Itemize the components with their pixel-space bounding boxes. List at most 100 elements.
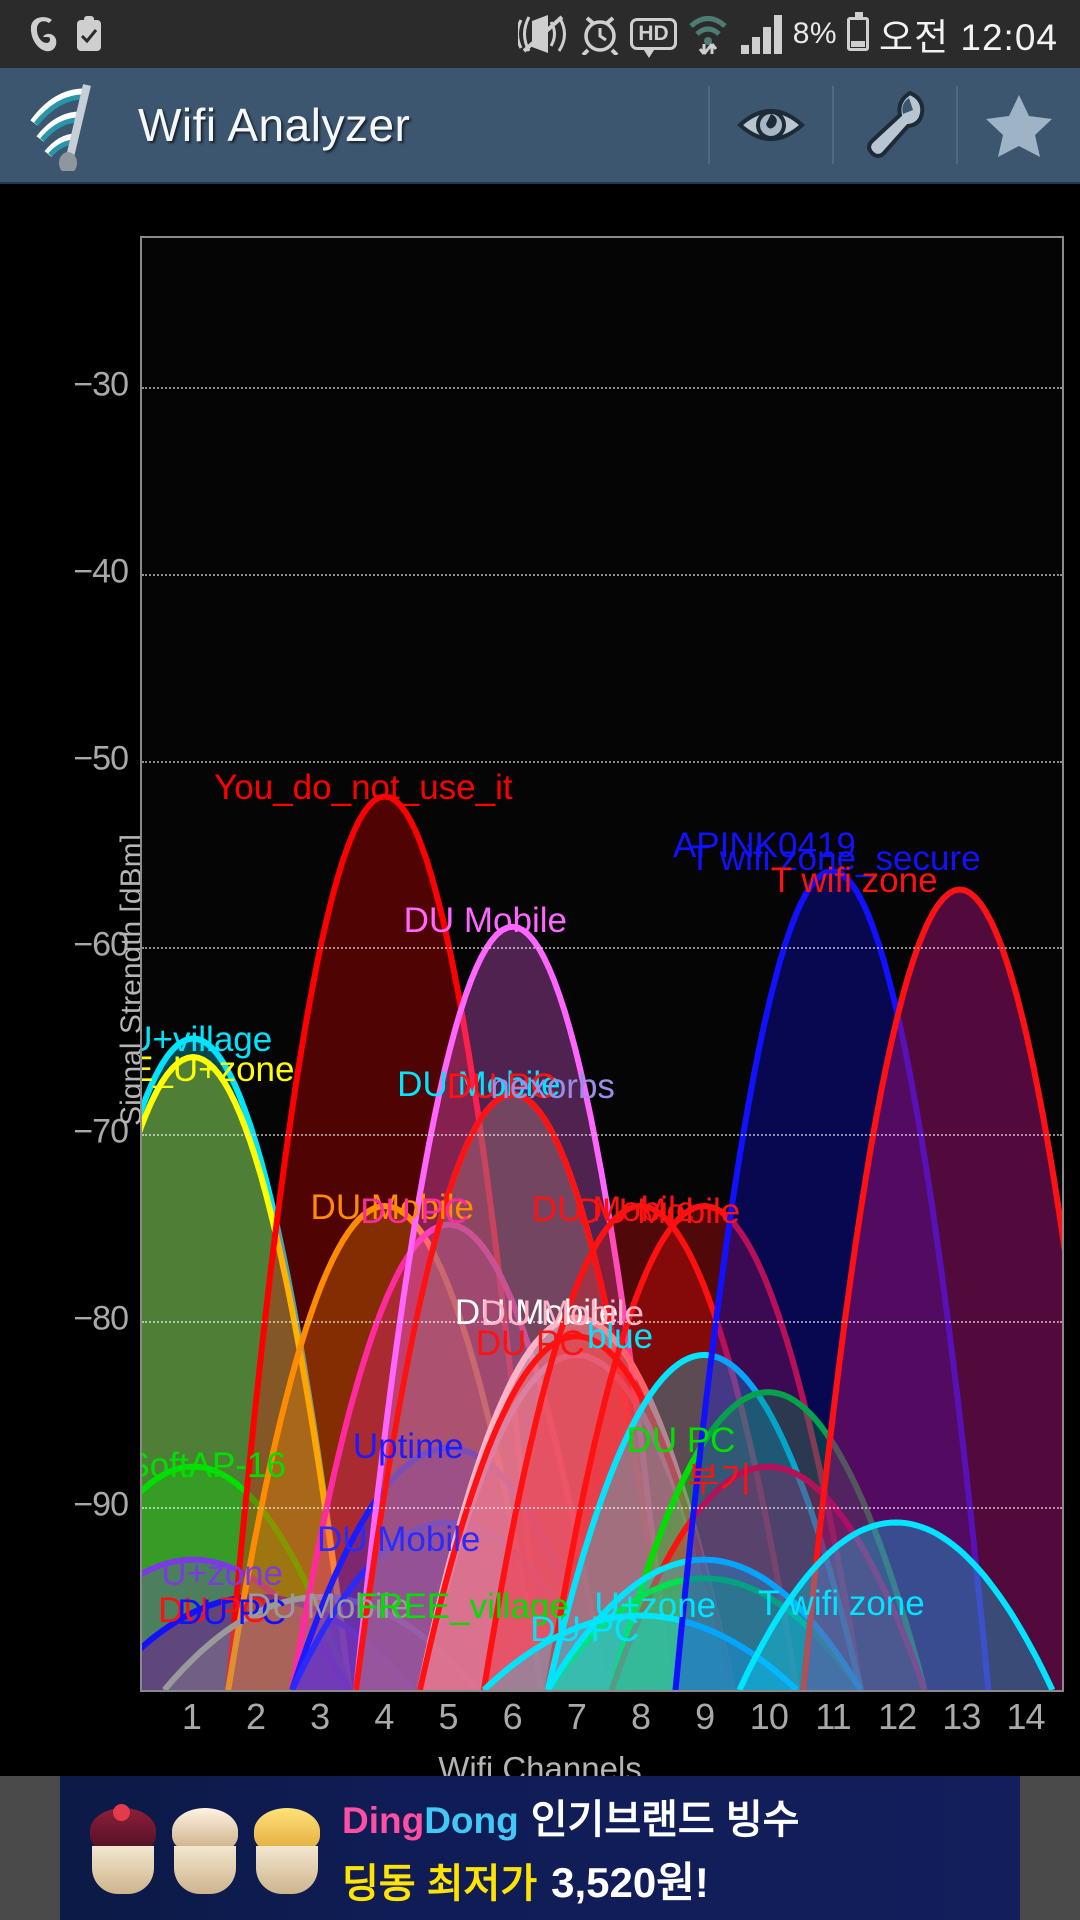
wifi-tuning-fork-icon — [30, 84, 91, 171]
signal-area — [803, 889, 1062, 1690]
vibrate-off-icon — [518, 15, 567, 53]
shaved-ice-images — [60, 1802, 324, 1894]
ap-ssid-label: DU Mobile — [531, 1189, 696, 1229]
ap-ssid-label: APINK0419 — [672, 825, 856, 865]
ad-text: DingDong 인기브랜드 빙수 딩동 최저가 3,520원! — [324, 1787, 799, 1910]
gridline — [142, 947, 1062, 950]
ad-content[interactable]: DingDong 인기브랜드 빙수 딩동 최저가 3,520원! — [60, 1776, 1020, 1920]
ad-banner[interactable]: DingDong 인기브랜드 빙수 딩동 최저가 3,520원! — [0, 1776, 1080, 1920]
ap-ssid-label: DU Mobile — [316, 1520, 481, 1560]
wrench-icon — [867, 90, 925, 158]
divider — [956, 86, 958, 164]
x-axis-tick: 14 — [1006, 1696, 1045, 1737]
tools-button[interactable] — [834, 67, 956, 183]
signal-curve — [416, 1333, 736, 1690]
dessert-cup-icon — [250, 1802, 324, 1894]
signal-curve — [142, 1463, 353, 1690]
y-axis-tick-labels: −30 −40 −50 −60 −70 −80 −90 — [0, 184, 140, 1776]
dessert-cup-icon — [168, 1802, 242, 1894]
eye-icon — [737, 109, 805, 141]
status-bar: HD 8% 오전 12:04 — [0, 0, 1080, 68]
x-axis-tick: 5 — [438, 1696, 458, 1737]
ap-ssid-label: DU PC — [475, 1324, 585, 1364]
app-title: Wifi Analyzer — [138, 99, 411, 151]
ap-ssid-label: FREE_U+zone — [142, 1049, 295, 1089]
signal-curves — [142, 793, 1062, 1690]
gridline — [142, 760, 1062, 763]
ap-ssid-label: DU PC — [158, 1591, 268, 1631]
signal-curve — [353, 923, 673, 1690]
ap-ssid-label: SoftAP-16 — [140, 1445, 286, 1485]
ap-ssid-label: DU PC — [446, 1066, 556, 1106]
ap-ssid-label: U+zone — [161, 1553, 284, 1593]
signal-curve — [142, 1054, 353, 1690]
y-axis-tick: −40 — [73, 552, 129, 591]
signal-area — [142, 1596, 414, 1690]
app-bar: Wifi Analyzer — [0, 68, 1080, 184]
app-brand[interactable]: Wifi Analyzer — [0, 79, 410, 171]
ap-ssid-label: T wifi zone_secure — [689, 838, 981, 878]
signal-curve — [225, 793, 545, 1690]
signal-curve — [289, 1221, 609, 1690]
signal-curve — [480, 1203, 800, 1690]
ap-ssid-label: 부기 — [687, 1460, 752, 1500]
signal-curve — [162, 1593, 480, 1690]
signal-curve — [289, 1519, 608, 1690]
x-axis-tick: 7 — [566, 1696, 587, 1737]
ad-left-edge — [0, 1776, 60, 1920]
gridline — [142, 387, 1062, 390]
ad-brand: DingDong — [342, 1799, 519, 1841]
ap-ssid-label: DU Mobile — [454, 1292, 619, 1332]
star-icon — [986, 95, 1052, 157]
signal-curve — [736, 1519, 1056, 1690]
ap-ssid-label: FREE_village — [356, 1587, 569, 1627]
ap-ssid-label: DU PC — [177, 1593, 287, 1633]
x-axis-tick: 13 — [942, 1696, 981, 1737]
eye-button[interactable] — [710, 67, 832, 183]
status-clock: 오전 12:04 — [879, 17, 1058, 58]
divider — [832, 86, 834, 164]
ap-ssid-label: DU PC — [530, 1609, 640, 1649]
signal-area — [142, 1038, 350, 1690]
wifi-transfer-icon — [689, 16, 727, 55]
y-axis-tick: −80 — [73, 1299, 129, 1338]
y-axis-tick: −90 — [73, 1485, 129, 1524]
ap-ssid-label: DU Mobile — [246, 1587, 410, 1627]
signal-curve — [800, 886, 1062, 1690]
signal-area — [611, 1392, 925, 1690]
gridline — [142, 574, 1062, 576]
x-axis-tick: 6 — [502, 1696, 523, 1737]
y-axis-tick: −70 — [73, 1112, 129, 1151]
signal-area — [142, 1596, 414, 1690]
x-axis-tick: 11 — [815, 1696, 851, 1737]
x-axis-tick: 2 — [245, 1696, 266, 1737]
wifi-channel-graph[interactable]: −30 −40 −50 −60 −70 −80 −90 Signal Strength [d… — [0, 184, 1080, 1787]
ad-right-edge — [1020, 1776, 1080, 1920]
x-axis-tick: 12 — [878, 1696, 917, 1737]
ap-ssid-label: DU PC — [626, 1421, 736, 1461]
y-axis-tick: −60 — [73, 925, 129, 964]
ap-ssid-label: T wifi zone — [758, 1583, 925, 1623]
ap-ssid-label: nexorbs — [490, 1066, 615, 1106]
signal-area — [803, 889, 1062, 1690]
signal-curve — [481, 1612, 799, 1690]
ad-subline: 딩동 최저가 — [342, 1861, 538, 1906]
x-axis-tick: 9 — [695, 1696, 715, 1737]
signal-curve — [544, 1351, 864, 1690]
dessert-cup-icon — [86, 1802, 160, 1894]
gridline — [142, 1507, 1062, 1510]
favorite-button[interactable] — [958, 67, 1080, 183]
y-axis-tick: −30 — [73, 365, 129, 404]
status-bar-left — [0, 14, 104, 54]
ap-ssid-label: Uptime — [352, 1426, 464, 1466]
alarm-icon — [581, 16, 619, 55]
signal-curve — [142, 1556, 353, 1690]
ap-ssid-label: U+village — [140, 1020, 273, 1059]
signal-curve — [544, 1203, 864, 1690]
ap-ssid-label: DU Mobile — [576, 1191, 741, 1231]
signal-curve — [672, 867, 992, 1690]
ap-ssid-label: U+zone — [594, 1585, 717, 1625]
ap-ssid-label: blue — [586, 1316, 654, 1356]
ad-headline: 인기브랜드 빙수 — [530, 1797, 800, 1842]
